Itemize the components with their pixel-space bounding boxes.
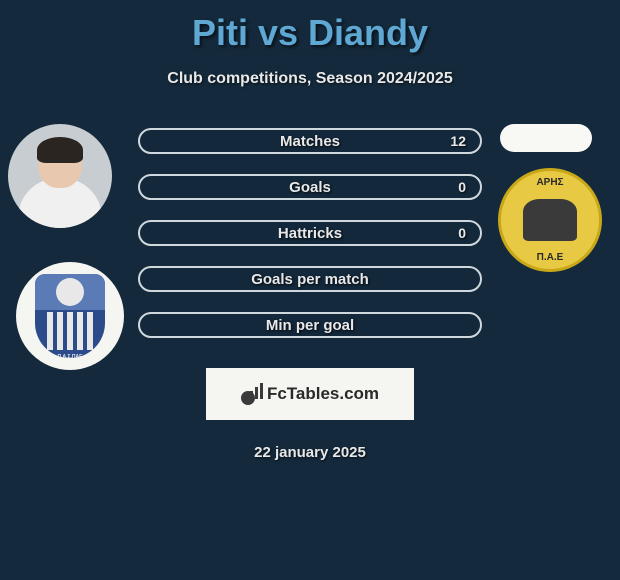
stat-value: 12 bbox=[450, 133, 466, 149]
brand-icon bbox=[241, 383, 263, 405]
shield-figure-icon bbox=[56, 278, 84, 306]
stat-label: Hattricks bbox=[278, 225, 342, 242]
stripe-icon bbox=[67, 312, 73, 350]
stat-row-goals-per-match: Goals per match bbox=[138, 266, 482, 292]
player-silhouette bbox=[18, 178, 102, 228]
bar-icon bbox=[260, 383, 263, 399]
stat-row-min-per-goal: Min per goal bbox=[138, 312, 482, 338]
stripe-icon bbox=[57, 312, 63, 350]
badge-figure-icon bbox=[523, 199, 577, 241]
stat-row-matches: Matches 12 bbox=[138, 128, 482, 154]
player-hair bbox=[37, 137, 83, 163]
shield-icon: Π.Α.Σ.ΠΑΕ bbox=[35, 274, 105, 358]
stat-label: Goals bbox=[289, 179, 331, 196]
badge-top-text: ΑΡΗΣ bbox=[536, 177, 563, 188]
date-text: 22 january 2025 bbox=[0, 444, 620, 461]
stat-row-goals: Goals 0 bbox=[138, 174, 482, 200]
shield-top bbox=[35, 274, 105, 310]
stat-value: 0 bbox=[458, 225, 466, 241]
bar-icon bbox=[250, 391, 253, 399]
season-subtitle: Club competitions, Season 2024/2025 bbox=[0, 70, 620, 88]
stat-label: Min per goal bbox=[266, 317, 354, 334]
page-title: Piti vs Diandy bbox=[0, 0, 620, 54]
stripe-icon bbox=[77, 312, 83, 350]
player-head bbox=[38, 140, 82, 188]
player-photo-left bbox=[8, 124, 112, 228]
stripe-icon bbox=[87, 312, 93, 350]
badge-bottom-text: Π.Α.Ε bbox=[537, 252, 564, 263]
club-badge-left: Π.Α.Σ.ΠΑΕ bbox=[16, 262, 124, 370]
bar-icon bbox=[255, 387, 258, 399]
shield-stripes bbox=[47, 312, 93, 350]
brand-box: FcTables.com bbox=[206, 368, 414, 420]
stat-value: 0 bbox=[458, 179, 466, 195]
brand-text: FcTables.com bbox=[267, 384, 379, 404]
stat-label: Matches bbox=[280, 133, 340, 150]
shield-text: Π.Α.Σ.ΠΑΕ bbox=[58, 354, 83, 360]
stripe-icon bbox=[47, 312, 53, 350]
player-placeholder-right bbox=[500, 124, 592, 152]
badge-figure-body bbox=[523, 199, 577, 241]
badge-inner: ΑΡΗΣ Π.Α.Ε bbox=[501, 171, 599, 269]
bars-icon bbox=[250, 383, 263, 399]
club-badge-right: ΑΡΗΣ Π.Α.Ε bbox=[498, 168, 602, 272]
stat-label: Goals per match bbox=[251, 271, 369, 288]
stat-row-hattricks: Hattricks 0 bbox=[138, 220, 482, 246]
